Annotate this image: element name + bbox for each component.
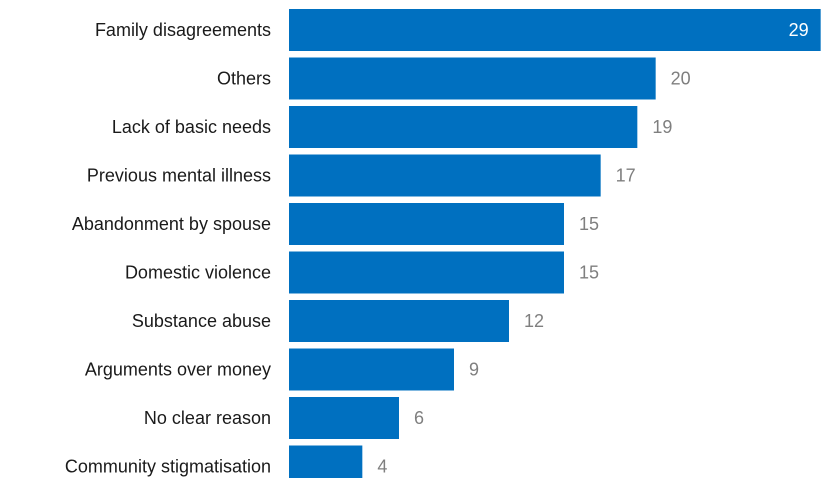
value-label: 4 — [377, 457, 387, 477]
value-label: 15 — [579, 263, 599, 283]
bar-lack-of-basic-needs — [289, 106, 638, 148]
value-label: 29 — [789, 20, 809, 40]
bar-previous-mental-illness — [289, 154, 601, 197]
bar-arguments-over-money — [289, 348, 454, 391]
value-label: 17 — [616, 166, 636, 186]
category-label: Lack of basic needs — [112, 117, 271, 137]
value-label: 9 — [469, 360, 479, 380]
bar-no-clear-reason — [289, 397, 399, 439]
bars-group — [289, 9, 821, 478]
value-label: 20 — [671, 69, 691, 89]
bar-community-stigmatisation — [289, 445, 363, 478]
category-label: Substance abuse — [132, 311, 271, 331]
category-label: Domestic violence — [125, 263, 271, 283]
value-label: 15 — [579, 214, 599, 234]
category-label: Abandonment by spouse — [72, 214, 271, 234]
bar-others — [289, 57, 656, 100]
bar-abandonment-by-spouse — [289, 203, 564, 245]
bar-substance-abuse — [289, 300, 509, 342]
bar-domestic-violence — [289, 251, 564, 294]
bar-family-disagreements — [289, 9, 821, 51]
value-label: 19 — [652, 117, 672, 137]
category-label: Others — [217, 69, 271, 89]
value-label: 6 — [414, 408, 424, 428]
value-label: 12 — [524, 311, 544, 331]
category-label: Family disagreements — [95, 20, 271, 40]
value-labels-group: 29 20 19 17 15 15 12 9 6 4 — [377, 20, 808, 477]
category-labels-group: Family disagreements Others Lack of basic … — [65, 20, 271, 477]
category-label: No clear reason — [144, 408, 271, 428]
category-label: Community stigmatisation — [65, 457, 271, 477]
category-label: Previous mental illness — [87, 166, 271, 186]
category-label: Arguments over money — [85, 360, 271, 380]
